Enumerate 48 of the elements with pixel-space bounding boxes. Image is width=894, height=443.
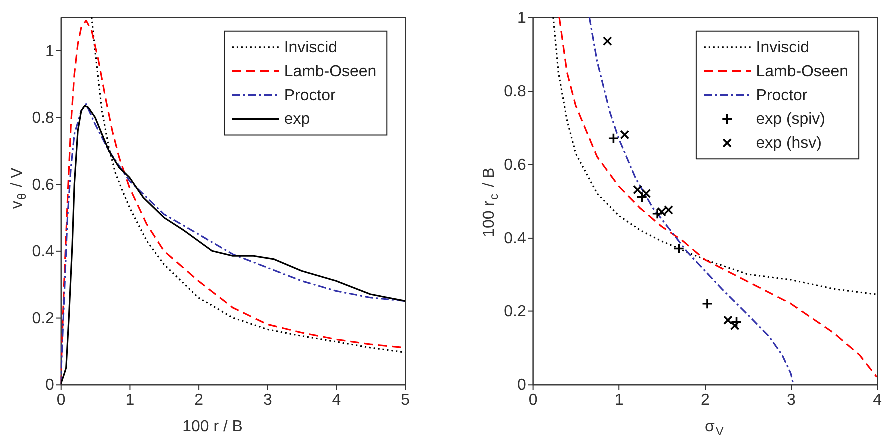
y-tick-label: 0 <box>46 377 55 394</box>
x-tick-label: 2 <box>700 392 710 410</box>
x-tick-label: 3 <box>787 392 796 410</box>
x-tick-label: 1 <box>614 392 624 410</box>
line-series <box>552 17 878 296</box>
legend-label: Proctor <box>756 87 808 104</box>
x-tick-label: 4 <box>332 392 342 410</box>
legend-label: Inviscid <box>284 39 338 56</box>
x-tick-label: 0 <box>56 392 66 410</box>
y-tick-label: 0 <box>517 377 526 394</box>
y-tick-label: 0.6 <box>504 156 526 174</box>
point <box>642 189 652 198</box>
point <box>602 36 612 46</box>
y-tick-label: 1 <box>517 10 526 27</box>
y-tick-label: 1 <box>46 43 55 60</box>
x-axis-title: 100 r / B <box>182 418 243 436</box>
point <box>731 316 742 328</box>
y-axis-title: 100 rc / B <box>480 168 501 238</box>
x-tick-label: 0 <box>528 392 538 410</box>
x-tick-label: 4 <box>873 392 882 410</box>
legend-label: Lamb-Oseen <box>756 63 849 80</box>
line-series <box>558 17 878 378</box>
y-tick-label: 0.8 <box>32 110 54 128</box>
y-tick-label: 0.4 <box>32 244 54 261</box>
legend-label: Inviscid <box>756 39 810 56</box>
y-axis-title: vθ / V <box>8 167 29 210</box>
legend-label: exp <box>284 111 310 128</box>
point <box>608 132 620 144</box>
legend-label: Lamb-Oseen <box>284 63 377 80</box>
y-tick-label: 0.6 <box>32 176 54 194</box>
y-tick-label: 0.2 <box>504 304 526 321</box>
x-tick-label: 5 <box>401 392 410 410</box>
legend-label: exp (spiv) <box>756 111 826 128</box>
x-tick-label: 2 <box>194 392 204 410</box>
y-tick-label: 0.8 <box>504 83 526 100</box>
point <box>673 243 685 254</box>
point <box>620 130 630 140</box>
x-tick-label: 1 <box>126 392 135 410</box>
y-tick-label: 0.2 <box>32 310 54 328</box>
y-tick-label: 0.4 <box>504 230 526 248</box>
point <box>702 298 714 310</box>
legend-label: exp (hsv) <box>756 135 822 152</box>
point <box>723 316 733 326</box>
legend-label: Proctor <box>284 87 336 104</box>
x-tick-label: 3 <box>263 392 272 410</box>
point <box>652 208 664 220</box>
point <box>636 192 648 204</box>
point <box>633 185 642 195</box>
